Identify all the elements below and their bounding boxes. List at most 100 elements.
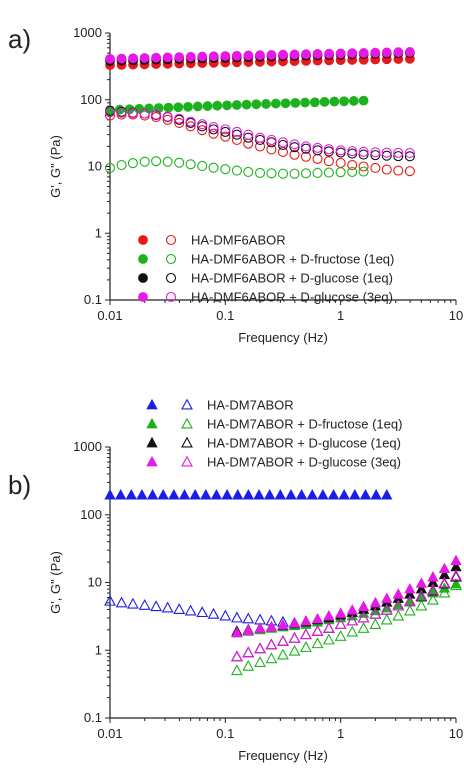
loss-modulus-point	[219, 609, 232, 621]
loss-modulus-point	[127, 108, 138, 119]
storage-modulus-point	[357, 600, 370, 611]
legend-marker-open	[165, 234, 177, 246]
loss-modulus-point	[139, 108, 150, 119]
loss-modulus-point	[381, 150, 392, 161]
legend-marker-filled	[146, 417, 158, 429]
loss-modulus-point	[300, 141, 311, 152]
loss-modulus-point	[334, 630, 347, 641]
legend-label: HA-DM7ABOR + D-glucose (3eq)	[207, 455, 401, 470]
loss-modulus-point	[323, 156, 334, 167]
loss-modulus-point	[173, 603, 186, 614]
loss-modulus-point	[104, 162, 116, 174]
storage-modulus-point	[254, 622, 266, 633]
storage-modulus-point	[324, 48, 335, 59]
x-axis-title: Frequency (Hz)	[238, 330, 328, 345]
y-tick-label: 1000	[73, 25, 102, 40]
loss-modulus-point	[289, 168, 300, 179]
storage-modulus-point	[370, 489, 382, 500]
storage-modulus-point	[339, 96, 349, 107]
storage-modulus-point	[309, 97, 320, 108]
storage-modulus-point	[162, 52, 173, 63]
loss-modulus-point	[185, 116, 196, 127]
storage-modulus-point	[125, 489, 137, 500]
y-tick-label: 1	[95, 642, 102, 657]
loss-modulus-point	[323, 144, 334, 155]
loss-modulus-point	[126, 597, 139, 609]
loss-modulus-point	[231, 134, 242, 145]
storage-modulus-point	[312, 49, 323, 59]
storage-modulus-point	[265, 620, 278, 632]
loss-modulus-point	[230, 664, 243, 676]
storage-modulus-point	[231, 626, 243, 638]
loss-modulus-point	[162, 114, 173, 125]
loss-modulus-point	[289, 139, 300, 150]
loss-modulus-point	[323, 167, 334, 178]
loss-modulus-point	[197, 125, 208, 136]
storage-modulus-point	[370, 47, 381, 58]
legend-marker-filled	[138, 235, 148, 245]
storage-modulus-point	[212, 100, 223, 111]
loss-modulus-point	[266, 134, 277, 145]
storage-modulus-point	[404, 588, 416, 599]
loss-modulus-point	[358, 146, 369, 157]
loss-modulus-point	[174, 157, 185, 168]
legend-marker-open	[181, 436, 193, 448]
loss-modulus-point	[277, 137, 289, 148]
loss-modulus-point	[358, 166, 369, 177]
storage-modulus-point	[329, 96, 340, 107]
y-tick-label: 0.1	[84, 710, 102, 725]
storage-modulus-point	[346, 604, 358, 615]
loss-modulus-point	[185, 121, 196, 132]
loss-modulus-point	[242, 659, 255, 671]
storage-modulus-point	[200, 489, 212, 500]
storage-modulus-point	[415, 582, 428, 594]
loss-modulus-point	[138, 598, 151, 610]
legend-marker-filled	[146, 436, 158, 448]
storage-modulus-point	[241, 99, 252, 110]
loss-modulus-point	[370, 150, 381, 161]
loss-modulus-point	[403, 595, 416, 607]
storage-modulus-point	[392, 588, 404, 599]
legend-label: HA-DMF6ABOR + D-glucose (3eq)	[191, 290, 393, 305]
loss-modulus-point	[311, 624, 324, 636]
loss-modulus-point	[288, 631, 301, 643]
loss-modulus-point	[208, 128, 219, 139]
panel-label: a)	[8, 24, 31, 54]
loss-modulus-point	[393, 165, 404, 176]
loss-modulus-point	[254, 656, 266, 667]
loss-modulus-point	[243, 166, 254, 177]
x-tick-label: 1	[337, 726, 344, 741]
y-tick-label: 10	[88, 159, 102, 174]
storage-modulus-point	[242, 489, 255, 500]
legend-marker-open	[181, 455, 193, 467]
loss-modulus-point	[300, 151, 311, 162]
storage-modulus-point	[289, 49, 300, 60]
loss-modulus-point	[415, 599, 428, 611]
loss-modulus-point	[381, 147, 392, 158]
storage-modulus-point	[231, 100, 242, 110]
legend-marker-open	[165, 253, 177, 265]
storage-modulus-point	[253, 489, 265, 500]
loss-modulus-point	[380, 613, 393, 625]
loss-modulus-point	[220, 164, 231, 175]
storage-modulus-point	[139, 53, 150, 63]
legend-marker-open	[181, 417, 193, 429]
x-tick-label: 0.01	[97, 726, 122, 741]
loss-modulus-point	[277, 635, 289, 646]
legend-label: HA-DM7ABOR + D-fructose (1eq)	[207, 417, 402, 432]
loss-modulus-point	[312, 167, 323, 179]
loss-modulus-point	[255, 132, 266, 143]
loss-modulus-point	[300, 628, 312, 640]
loss-modulus-point	[288, 631, 301, 643]
legend-marker-filled	[146, 398, 158, 410]
loss-modulus-point	[266, 168, 277, 179]
storage-modulus-point	[393, 47, 404, 58]
loss-modulus-point	[208, 121, 219, 133]
storage-modulus-point	[319, 97, 330, 107]
storage-modulus-point	[327, 489, 340, 500]
storage-modulus-point	[369, 596, 382, 608]
loss-modulus-point	[369, 607, 382, 619]
storage-modulus-point	[348, 96, 359, 106]
loss-modulus-point	[289, 149, 300, 160]
